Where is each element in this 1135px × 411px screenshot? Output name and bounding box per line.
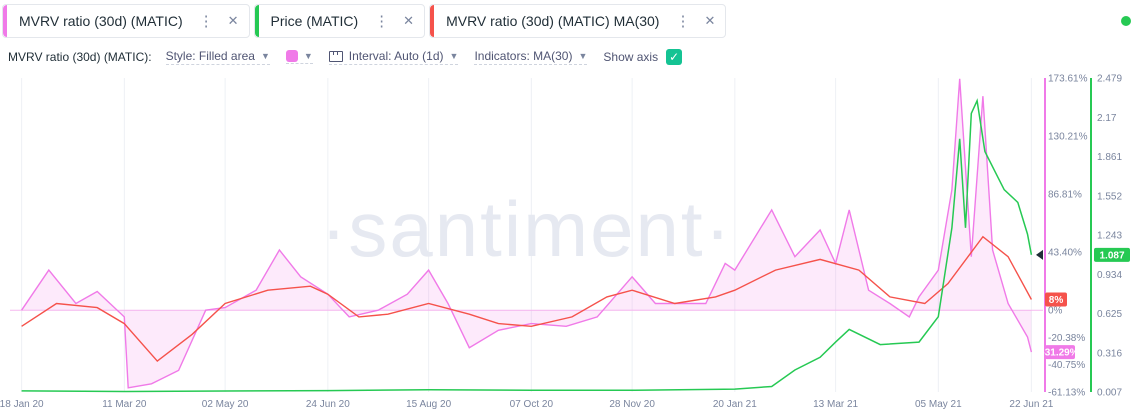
tab-label: MVRV ratio (30d) (MATIC) MA(30)	[446, 13, 660, 29]
y-right-tick-label: 0.007	[1097, 388, 1122, 399]
mvrv-value-badge: -31.29%	[1041, 348, 1078, 359]
x-tick-label: 13 Mar 21	[813, 399, 858, 410]
x-tick-label: 24 Jun 20	[306, 399, 350, 410]
left-axis-strip	[1044, 78, 1046, 392]
x-tick-label: 15 Aug 20	[406, 399, 451, 410]
y-right-tick-label: 2.17	[1097, 113, 1117, 124]
style-label: Style: Filled area	[165, 49, 255, 63]
y-right-tick-label: 1.243	[1097, 231, 1122, 242]
style-dropdown[interactable]: Style: Filled area ▼	[165, 49, 270, 65]
x-tick-label: 02 May 20	[202, 399, 249, 410]
ma30-series-line	[21, 235, 1033, 363]
x-tick-label: 28 Nov 20	[609, 399, 655, 410]
right-axis-strip	[1090, 78, 1092, 392]
live-status-indicator	[1121, 16, 1131, 26]
chevron-down-icon: ▼	[260, 51, 270, 61]
value-pointer-icon	[1036, 249, 1043, 260]
show-axis-label: Show axis	[603, 49, 659, 64]
close-icon[interactable]: ✕	[403, 13, 415, 28]
close-icon[interactable]: ✕	[227, 13, 239, 28]
show-axis-toggle[interactable]: Show axis ✓	[603, 48, 683, 66]
x-tick-label: 18 Jan 20	[0, 399, 44, 410]
more-options-icon[interactable]: ⋮	[374, 12, 390, 30]
tab-color-bar	[430, 5, 435, 37]
chevron-down-icon: ▼	[449, 51, 459, 61]
y-left-tick-label: -40.75%	[1048, 360, 1085, 371]
close-icon[interactable]: ✕	[704, 13, 716, 28]
tab-color-bar	[254, 5, 259, 37]
color-swatch	[285, 50, 298, 62]
calendar-icon	[328, 50, 343, 62]
metric-tabs: MVRV ratio (30d) (MATIC) ⋮ ✕ Price (MATI…	[2, 4, 727, 38]
chart-canvas[interactable]: ·santiment· 173.61% 130.21% 86.81% 43.40% 0% -…	[0, 70, 1135, 411]
y-left-tick-label: 86.81%	[1048, 190, 1082, 201]
y-right-tick-label: 1.861	[1097, 152, 1122, 163]
more-options-icon[interactable]: ⋮	[198, 12, 214, 30]
indicators-dropdown[interactable]: Indicators: MA(30) ▼	[474, 49, 588, 65]
color-picker[interactable]: ▼	[285, 50, 313, 64]
x-tick-label: 22 Jun 21	[1009, 399, 1053, 410]
tab-label: MVRV ratio (30d) (MATIC)	[19, 13, 183, 29]
y-left-tick-label: 0%	[1048, 306, 1063, 317]
y-right-tick-label: 1.552	[1097, 191, 1122, 202]
y-left-tick-label: 43.40%	[1048, 248, 1082, 259]
x-tick-label: 20 Jan 21	[713, 399, 757, 410]
y-left-tick-label: 173.61%	[1048, 74, 1088, 85]
chevron-down-icon: ▼	[578, 51, 588, 61]
metric-settings-toolbar: MVRV ratio (30d) (MATIC): Style: Filled …	[8, 47, 698, 67]
ma30-value-badge: 8%	[1049, 295, 1064, 306]
ma30-value-badge-background	[1045, 292, 1067, 307]
y-right-tick-label: 0.934	[1097, 270, 1122, 281]
watermark-text: ·santiment·	[320, 185, 732, 273]
y-right-tick-label: 2.479	[1097, 74, 1122, 85]
tab-mvrv[interactable]: MVRV ratio (30d) (MATIC) ⋮ ✕	[2, 4, 250, 38]
x-tick-label: 05 May 21	[915, 399, 962, 410]
y-left-tick-label: -20.38%	[1048, 333, 1085, 344]
interval-dropdown[interactable]: Interval: Auto (1d) ▼	[328, 49, 459, 65]
y-left-tick-label: -61.13%	[1048, 388, 1085, 399]
metric-settings-title: MVRV ratio (30d) (MATIC):	[8, 50, 152, 64]
price-value-badge-background	[1094, 247, 1130, 262]
y-right-tick-label: 0.625	[1097, 309, 1122, 320]
y-left-tick-label: 130.21%	[1048, 132, 1088, 143]
interval-label: Interval: Auto (1d)	[348, 49, 444, 63]
tab-color-bar	[3, 5, 7, 37]
y-right-tick-label: 0.316	[1097, 348, 1122, 359]
chevron-down-icon: ▼	[303, 51, 313, 61]
mvrv-series-line	[21, 78, 1033, 389]
tab-price[interactable]: Price (MATIC) ⋮ ✕	[253, 4, 426, 38]
price-series-line	[21, 98, 1033, 393]
tab-label: Price (MATIC)	[270, 13, 359, 29]
x-tick-label: 11 Mar 20	[102, 399, 147, 410]
checkbox-checked-icon[interactable]: ✓	[666, 48, 683, 65]
mvrv-value-badge-background	[1045, 345, 1075, 360]
x-tick-label: 07 Oct 20	[510, 399, 554, 410]
indicators-label: Indicators: MA(30)	[474, 49, 573, 63]
tab-mvrv-ma[interactable]: MVRV ratio (30d) (MATIC) MA(30) ⋮ ✕	[429, 4, 727, 38]
price-value-badge: 1.087	[1099, 250, 1124, 261]
more-options-icon[interactable]: ⋮	[675, 12, 691, 30]
